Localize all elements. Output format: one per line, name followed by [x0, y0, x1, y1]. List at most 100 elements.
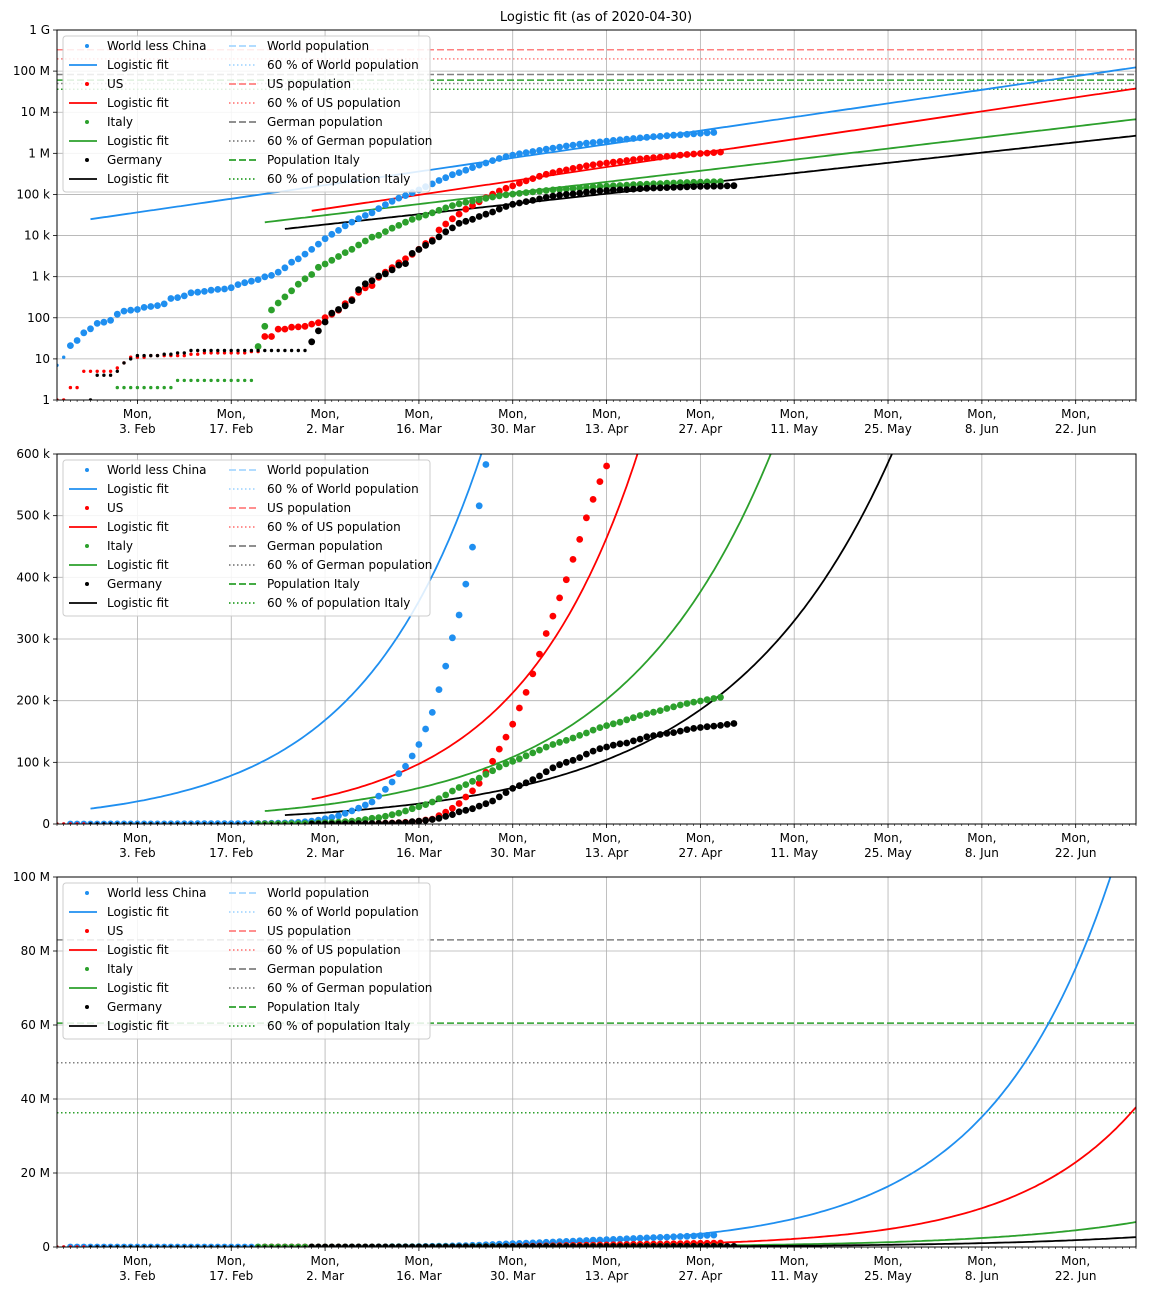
data-point	[462, 806, 470, 814]
x-tick-label: 17. Feb	[209, 422, 253, 436]
data-point	[683, 700, 691, 707]
data-point	[683, 726, 691, 733]
data-point	[583, 188, 590, 196]
data-point	[650, 1234, 657, 1241]
data-point	[355, 804, 362, 812]
legend-item: US population	[229, 77, 351, 91]
data-point	[395, 1243, 403, 1247]
data-point	[670, 184, 677, 191]
x-tick-label: Mon,	[311, 831, 340, 845]
data-point	[596, 160, 604, 168]
data-point	[335, 812, 342, 820]
data-point	[294, 323, 302, 331]
data-point	[603, 743, 610, 751]
data-point	[489, 767, 496, 775]
data-point	[690, 150, 698, 158]
x-tick-label: Mon,	[1061, 831, 1090, 845]
data-point	[462, 793, 470, 801]
data-point	[227, 820, 235, 824]
data-point	[583, 184, 590, 191]
data-point	[697, 724, 704, 731]
data-point	[603, 462, 610, 470]
data-point	[502, 1243, 510, 1247]
data-point	[556, 167, 563, 175]
data-point	[576, 1243, 584, 1247]
data-point	[321, 318, 329, 326]
data-point	[690, 725, 698, 732]
series-italy	[115, 178, 724, 390]
x-tick-label: 17. Feb	[209, 846, 253, 860]
data-point	[462, 205, 470, 213]
data-point	[428, 816, 436, 823]
data-point	[609, 741, 617, 749]
data-point	[140, 820, 148, 824]
data-point	[596, 1243, 604, 1247]
data-point	[169, 352, 173, 356]
data-point	[308, 320, 316, 328]
x-tick-label: 30. Mar	[490, 1269, 536, 1283]
data-point	[402, 819, 409, 824]
data-point	[368, 814, 376, 822]
data-point	[167, 820, 175, 824]
data-point	[442, 662, 450, 670]
data-point	[596, 724, 604, 731]
data-point	[321, 820, 329, 824]
data-point	[222, 378, 227, 383]
data-point	[516, 179, 523, 187]
data-point	[670, 729, 677, 736]
data-point	[562, 191, 570, 198]
data-point	[402, 192, 409, 200]
data-point	[502, 191, 510, 199]
data-point	[382, 812, 389, 820]
data-point	[375, 205, 383, 213]
x-tick-label: 22. Jun	[1055, 1269, 1097, 1283]
data-point	[455, 784, 463, 791]
legend-item: US population	[229, 501, 351, 515]
data-point	[348, 245, 356, 253]
data-point	[196, 352, 200, 356]
y-tick-label: 100 k	[16, 755, 50, 769]
data-point	[717, 182, 724, 190]
data-point	[522, 752, 530, 760]
x-tick-label: Mon,	[686, 407, 715, 421]
data-point	[656, 184, 664, 192]
data-point	[670, 1233, 677, 1241]
data-point	[502, 203, 510, 210]
data-point	[408, 250, 416, 257]
data-point	[522, 177, 530, 185]
data-point	[182, 351, 186, 355]
data-point	[690, 130, 698, 138]
data-point	[368, 798, 376, 806]
data-point	[542, 768, 550, 776]
y-tick-label: 40 M	[21, 1092, 50, 1106]
data-point	[723, 721, 731, 728]
data-point	[248, 277, 255, 285]
data-point	[462, 1243, 470, 1247]
data-point	[442, 228, 450, 236]
data-point	[636, 1243, 644, 1247]
x-tick-label: 22. Jun	[1055, 846, 1097, 860]
x-tick-label: Mon,	[498, 407, 527, 421]
data-point	[207, 820, 215, 824]
data-point	[529, 1243, 537, 1247]
data-point	[402, 1243, 409, 1247]
data-point	[723, 182, 731, 190]
data-point	[616, 158, 624, 165]
data-point	[288, 820, 295, 824]
data-point	[549, 741, 557, 748]
data-point	[589, 496, 597, 503]
data-point	[596, 478, 604, 485]
legend-label: Italy	[107, 115, 133, 129]
data-point	[636, 134, 644, 142]
x-tick-label: 25. May	[864, 846, 912, 860]
legend-label: US population	[267, 77, 351, 91]
x-tick-label: 3. Feb	[119, 422, 156, 436]
data-point	[175, 351, 180, 355]
data-point	[670, 152, 677, 160]
data-point	[395, 194, 403, 202]
legend-marker	[85, 120, 89, 124]
data-point	[402, 218, 409, 226]
data-point	[368, 209, 376, 217]
